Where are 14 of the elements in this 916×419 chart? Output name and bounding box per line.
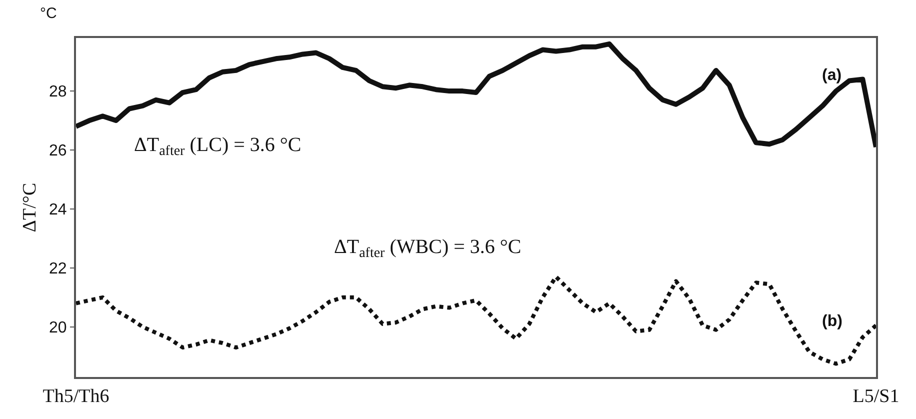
y-axis-title: ΔT/°C bbox=[19, 182, 40, 232]
annotation: (a) bbox=[822, 67, 842, 84]
text: °C bbox=[40, 5, 57, 22]
y-tick-label: 24 bbox=[49, 202, 67, 219]
line-series bbox=[76, 274, 876, 366]
y-tick-label: 28 bbox=[49, 84, 67, 101]
annotation: (b) bbox=[822, 313, 842, 330]
x-tick-label: L5/S1 bbox=[852, 386, 900, 407]
y-tick-label: 22 bbox=[49, 260, 67, 278]
y-tick-label: 26 bbox=[49, 142, 67, 160]
x-tick-label: Th5/Th6 bbox=[42, 386, 110, 407]
annotation: ΔT$_{after}$ (LC) = 3.6 °C bbox=[134, 134, 302, 160]
y-tick-label: 20 bbox=[49, 319, 67, 336]
annotation: ΔT$_{after}$ (WBC) = 3.6 °C bbox=[334, 236, 522, 262]
